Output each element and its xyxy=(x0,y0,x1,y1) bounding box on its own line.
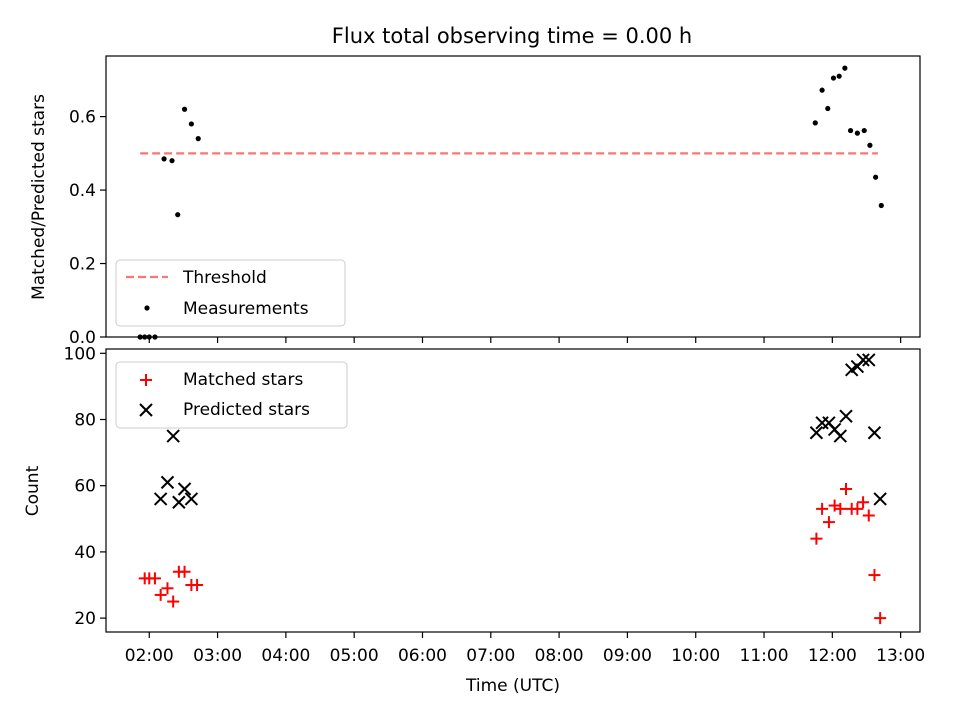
bottom-y-tick-label: 40 xyxy=(74,543,96,563)
measurement-point xyxy=(873,174,879,180)
matched-point xyxy=(874,612,887,625)
measurement-point xyxy=(861,127,867,134)
bottom-x-axis: 02:00 03:00 04:00 05:00 06:00 07:00 08:00 09:00… xyxy=(125,632,925,666)
matched-point xyxy=(191,578,204,591)
bottom-y-axis: 20 40 60 80 100 xyxy=(64,344,106,629)
predicted-point xyxy=(184,492,199,506)
matched-point xyxy=(862,509,875,522)
x-tick-label: 11:00 xyxy=(740,646,789,666)
bottom-y-tick-label: 60 xyxy=(74,477,96,497)
legend-matched-swatch xyxy=(140,374,152,386)
measurement-point xyxy=(836,73,842,79)
x-tick-label: 03:00 xyxy=(193,646,242,666)
predicted-point xyxy=(177,482,192,496)
measurement-point xyxy=(169,158,175,164)
x-tick-label: 10:00 xyxy=(671,646,720,666)
bottom-legend-box xyxy=(115,361,348,429)
measurement-point xyxy=(854,130,860,136)
matched-point xyxy=(834,502,847,515)
top-y-tick-label: 0.2 xyxy=(69,255,96,275)
chart-title: Flux total observing time = 0.00 h xyxy=(332,24,692,48)
bottom-plot-area xyxy=(138,353,887,625)
x-tick-label: 02:00 xyxy=(125,646,174,666)
measurement-point xyxy=(878,202,884,209)
bottom-panel: 20 40 60 80 100 02:00 03:00 04:00 05:00 06:00 07:… xyxy=(23,344,925,696)
top-y-tick-label: 0.0 xyxy=(69,328,96,348)
predicted-point xyxy=(862,353,876,367)
matched-point xyxy=(822,516,835,529)
legend-measurements-label: Measurements xyxy=(183,299,309,319)
legend-measurements-swatch xyxy=(144,305,150,311)
top-axes-frame xyxy=(105,55,921,338)
matched-point xyxy=(868,569,881,582)
x-tick-label: 06:00 xyxy=(398,646,447,666)
measurement-point xyxy=(825,105,831,112)
matched-point xyxy=(148,572,161,585)
measurement-point xyxy=(161,156,167,162)
top-x-ticks xyxy=(148,337,902,343)
top-legend-box xyxy=(115,259,346,327)
top-plot-area xyxy=(137,65,884,340)
x-tick-label: 13:00 xyxy=(876,646,925,666)
matched-point xyxy=(178,565,191,578)
measurement-point xyxy=(847,127,854,134)
measurement-point xyxy=(867,142,873,148)
matched-point xyxy=(851,502,864,515)
predicted-point xyxy=(166,429,180,443)
measurement-point xyxy=(188,121,194,127)
measurement-point xyxy=(812,120,818,126)
top-y-axis-label: Matched/Predicted stars xyxy=(29,94,49,300)
predicted-point xyxy=(172,495,186,509)
predicted-point xyxy=(856,353,870,367)
matched-point xyxy=(810,532,823,545)
predicted-point xyxy=(833,429,848,443)
bottom-y-tick-label: 100 xyxy=(64,344,96,364)
measurement-point xyxy=(181,106,188,112)
matched-point xyxy=(840,483,852,496)
x-tick-label: 04:00 xyxy=(261,646,310,666)
x-tick-label: 08:00 xyxy=(535,646,584,666)
measurement-point xyxy=(842,65,848,71)
matched-point xyxy=(816,502,829,515)
predicted-point xyxy=(867,426,882,440)
top-panel: 0.0 0.2 0.4 0.6 Matched/Predicted stars Thr… xyxy=(29,55,921,348)
bottom-y-tick-label: 80 xyxy=(74,411,96,431)
measurement-point xyxy=(819,87,825,93)
measurement-point xyxy=(830,75,837,81)
bottom-y-tick-label: 20 xyxy=(74,609,96,629)
x-tick-label: 05:00 xyxy=(330,646,379,666)
bottom-legend: Matched stars Predicted stars xyxy=(115,361,348,429)
predicted-point xyxy=(153,492,168,506)
x-tick-label: 07:00 xyxy=(466,646,515,666)
matched-point xyxy=(161,582,174,595)
measurement-point xyxy=(195,136,201,142)
top-y-axis: 0.0 0.2 0.4 0.6 xyxy=(69,108,106,348)
bottom-axes-frame xyxy=(105,348,921,633)
predicted-point xyxy=(873,492,887,506)
predicted-point xyxy=(160,475,175,490)
matched-point xyxy=(857,496,870,509)
legend-predicted-label: Predicted stars xyxy=(183,400,310,420)
bottom-y-axis-label: Count xyxy=(23,465,43,516)
top-y-tick-label: 0.4 xyxy=(69,181,96,201)
matched-point xyxy=(154,588,167,601)
top-legend: Threshold Measurements xyxy=(115,259,346,327)
legend-matched-label: Matched stars xyxy=(183,370,303,390)
x-axis-label: Time (UTC) xyxy=(465,676,560,696)
x-tick-label: 09:00 xyxy=(603,646,652,666)
matched-point xyxy=(167,595,180,608)
top-y-tick-label: 0.6 xyxy=(69,108,96,128)
predicted-point xyxy=(809,426,824,440)
measurement-point xyxy=(175,212,181,218)
legend-predicted-swatch xyxy=(139,403,153,417)
x-tick-label: 12:00 xyxy=(808,646,857,666)
legend-threshold-label: Threshold xyxy=(182,268,267,288)
predicted-point xyxy=(839,409,853,423)
